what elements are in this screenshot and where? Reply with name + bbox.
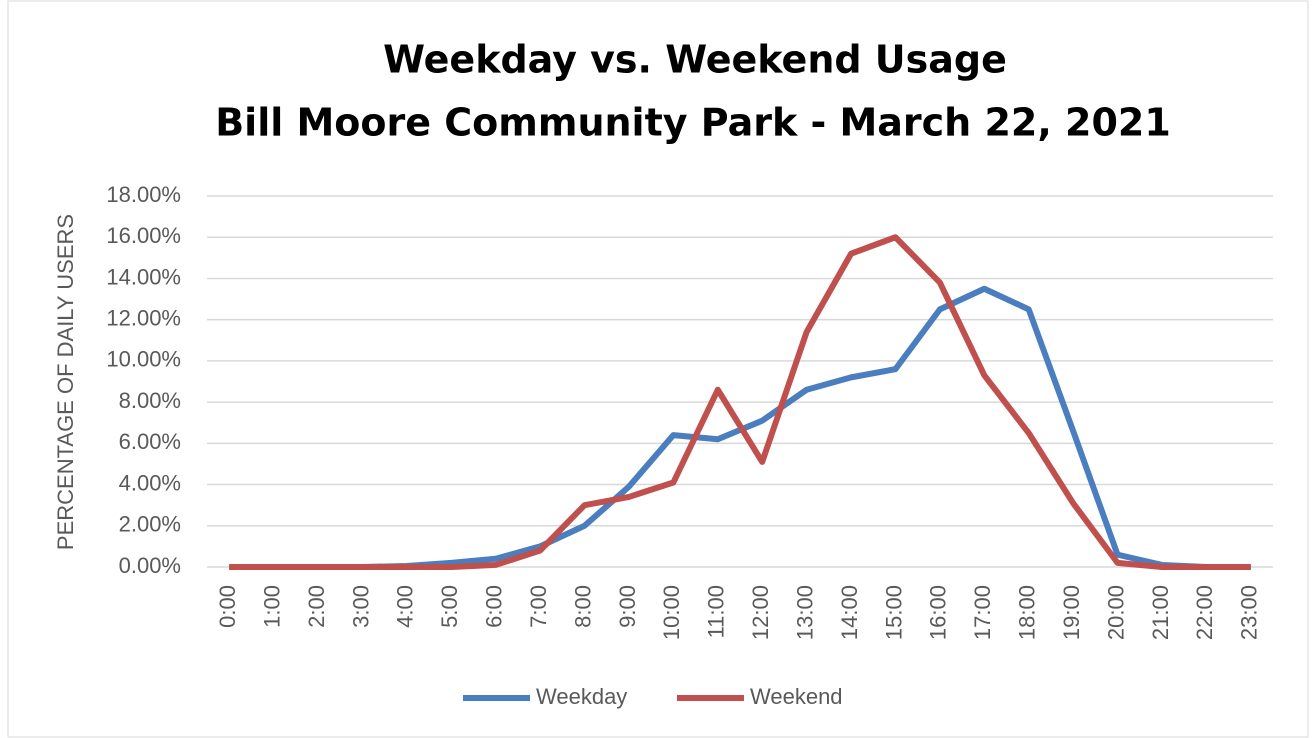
chart-title: Bill Moore Community Park - March 22, 20… <box>215 101 1171 145</box>
y-tick-label: 8.00% <box>119 388 181 413</box>
x-tick-label: 11:00 <box>704 585 729 638</box>
x-tick-label: 4:00 <box>393 585 418 628</box>
x-tick-label: 18:00 <box>1015 585 1040 640</box>
series-line <box>229 234 1251 570</box>
x-tick-label: 22:00 <box>1192 585 1217 640</box>
x-tick-label: 15:00 <box>881 585 906 640</box>
chart-border <box>7 0 1309 738</box>
x-tick-label: 8:00 <box>570 585 595 628</box>
y-tick-label: 6.00% <box>119 429 181 454</box>
y-axis-label: PERCENTAGE OF DAILY USERS <box>53 214 78 550</box>
x-tick-label: 0:00 <box>215 585 240 628</box>
x-tick-label: 5:00 <box>437 585 462 628</box>
y-tick-label: 10.00% <box>106 347 181 372</box>
x-tick-label: 2:00 <box>304 585 329 628</box>
legend-label: Weekday <box>536 684 627 709</box>
y-tick-label: 2.00% <box>119 512 181 537</box>
chart-title: Weekday vs. Weekend Usage <box>383 38 1007 82</box>
x-tick-label: 14:00 <box>837 585 862 640</box>
x-tick-label: 10:00 <box>659 585 684 640</box>
x-tick-label: 16:00 <box>926 585 951 640</box>
y-tick-label: 16.00% <box>106 223 181 248</box>
x-tick-label: 12:00 <box>748 585 773 640</box>
x-tick-label: 9:00 <box>615 585 640 628</box>
y-tick-label: 12.00% <box>106 305 181 330</box>
x-tick-label: 20:00 <box>1103 585 1128 640</box>
legend-label: Weekend <box>750 684 843 709</box>
y-tick-label: 18.00% <box>106 182 181 207</box>
x-tick-label: 7:00 <box>526 585 551 628</box>
x-tick-label: 19:00 <box>1059 585 1084 640</box>
x-tick-label: 1:00 <box>259 585 284 628</box>
x-tick-label: 13:00 <box>792 585 817 640</box>
x-tick-label: 17:00 <box>970 585 995 640</box>
x-tick-label: 23:00 <box>1237 585 1262 640</box>
x-tick-label: 21:00 <box>1148 585 1173 640</box>
x-tick-label: 6:00 <box>482 585 507 628</box>
y-tick-label: 0.00% <box>119 553 181 578</box>
y-tick-label: 14.00% <box>106 264 181 289</box>
x-tick-label: 3:00 <box>348 585 373 628</box>
y-tick-label: 4.00% <box>119 470 181 495</box>
